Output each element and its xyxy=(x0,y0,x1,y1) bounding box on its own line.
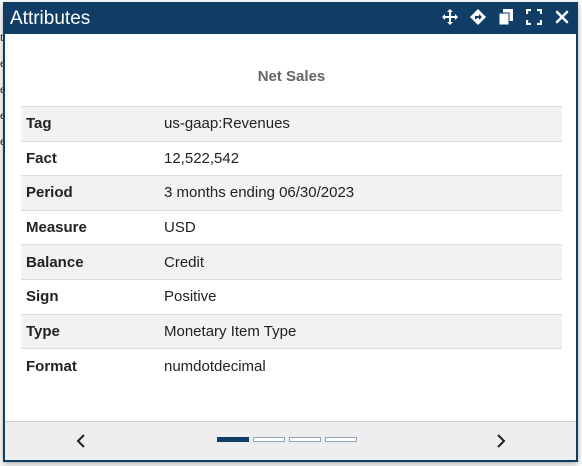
attribute-row: Balance Credit xyxy=(21,244,562,280)
attribute-key: Balance xyxy=(26,253,84,271)
next-button[interactable] xyxy=(491,430,511,452)
attribute-key: Format xyxy=(26,357,77,375)
attributes-table: Tag us-gaap:Revenues Fact 12,522,542 Period 3… xyxy=(21,106,562,383)
pagination xyxy=(217,437,357,442)
attribute-value: 12,522,542 xyxy=(164,149,240,167)
dialog-content: Net Sales Tag us-gaap:Revenues Fact 12,522,… xyxy=(21,32,562,383)
page-indicator-4[interactable] xyxy=(325,437,357,442)
attribute-value: USD xyxy=(164,219,196,237)
attribute-row: Sign Positive xyxy=(21,279,562,314)
page-indicator-1[interactable] xyxy=(217,437,249,442)
attribute-key: Sign xyxy=(26,288,59,306)
attribute-row: Fact 12,522,542 xyxy=(21,141,562,176)
close-icon[interactable] xyxy=(552,7,572,27)
attribute-value: us-gaap:Revenues xyxy=(164,115,290,133)
attribute-value: Monetary Item Type xyxy=(164,322,297,340)
navigate-icon[interactable] xyxy=(468,7,488,27)
dialog-titlebar[interactable]: Attributes xyxy=(3,2,578,34)
dialog-footer xyxy=(5,421,576,460)
attribute-value: 3 months ending 06/30/2023 xyxy=(164,184,355,202)
attribute-value: Positive xyxy=(164,288,217,306)
attribute-value: Credit xyxy=(164,253,205,271)
attribute-row: Type Monetary Item Type xyxy=(21,314,562,349)
chevron-left-icon xyxy=(76,434,85,448)
attribute-key: Tag xyxy=(26,115,52,133)
dialog-title: Attributes xyxy=(10,8,91,29)
attribute-row: Tag us-gaap:Revenues xyxy=(21,106,562,142)
attribute-row: Format numdotdecimal xyxy=(21,348,562,384)
titlebar-icons xyxy=(440,7,572,27)
attribute-key: Period xyxy=(26,184,73,202)
attribute-value: numdotdecimal xyxy=(164,357,266,375)
attribute-key: Measure xyxy=(26,219,87,237)
fact-heading: Net Sales xyxy=(257,68,326,85)
page-indicator-2[interactable] xyxy=(253,437,285,442)
attributes-dialog: Attributes xyxy=(3,2,578,462)
previous-button[interactable] xyxy=(71,430,91,452)
attribute-row: Measure USD xyxy=(21,210,562,245)
attribute-row: Period 3 months ending 06/30/2023 xyxy=(21,175,562,211)
page-indicator-3[interactable] xyxy=(289,437,321,442)
attribute-key: Fact xyxy=(26,149,57,167)
copy-icon[interactable] xyxy=(496,7,516,27)
move-icon[interactable] xyxy=(440,7,460,27)
chevron-right-icon xyxy=(497,434,506,448)
background-document-left: teeee xyxy=(0,30,5,148)
fullscreen-icon[interactable] xyxy=(524,7,544,27)
attribute-key: Type xyxy=(26,322,60,340)
